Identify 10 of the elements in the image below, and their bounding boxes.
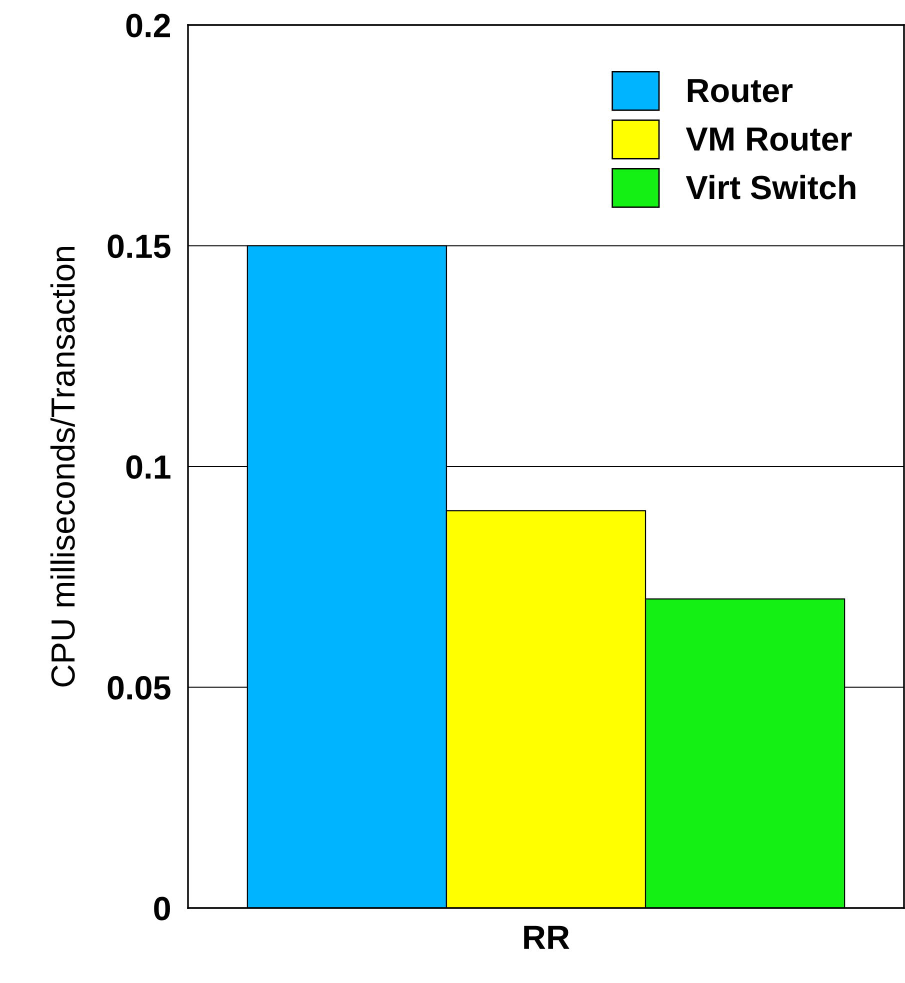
legend-label: Virt Switch <box>686 174 856 200</box>
legend-label: VM Router <box>686 128 852 151</box>
y-tick-label: 0.15 <box>108 234 170 258</box>
legend-label: Router <box>688 79 793 102</box>
x-tick-label: RR <box>524 926 570 949</box>
y-tick-label: 0.2 <box>126 14 170 38</box>
y-tick-label: 0 <box>154 896 170 920</box>
y-axis-title: CPU milliseconds/Transaction <box>50 246 75 686</box>
y-tick-label: 0.1 <box>126 455 170 479</box>
y-tick-label: 0.05 <box>108 676 170 700</box>
